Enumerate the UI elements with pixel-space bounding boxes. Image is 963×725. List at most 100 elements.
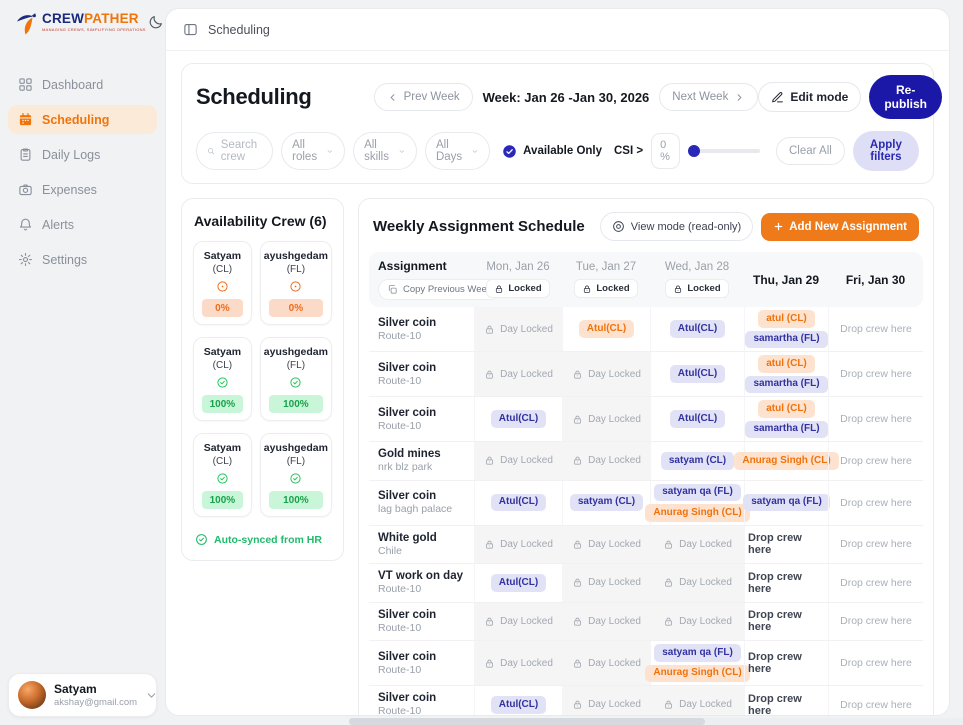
sidebar-toggle-icon[interactable]: [183, 22, 198, 37]
sidebar-item-expenses[interactable]: Expenses: [8, 175, 157, 204]
assignment-day-cell[interactable]: satyam qa (FL) Anurag Singh (CL): [645, 480, 750, 525]
sidebar-item-scheduling[interactable]: Scheduling: [8, 105, 157, 134]
apply-filters-button[interactable]: Apply filters: [852, 131, 919, 171]
assignment-day-cell[interactable]: atul (CL) samartha (FL): [744, 307, 828, 351]
assignment-day-cell[interactable]: Atul(CL): [474, 480, 562, 525]
csi-slider[interactable]: [687, 145, 760, 157]
sidebar-item-settings[interactable]: Settings: [8, 245, 157, 274]
crew-chip[interactable]: satyam qa (FL): [654, 644, 741, 662]
drop-zone-cell[interactable]: Drop crew here: [828, 686, 923, 715]
drop-zone-cell[interactable]: Drop crew here: [828, 397, 923, 441]
day-locked-cell: Day Locked: [474, 307, 562, 351]
roles-select[interactable]: All roles: [281, 132, 346, 170]
crew-chip[interactable]: atul (CL): [758, 400, 815, 418]
assignment-day-cell[interactable]: Atul(CL): [474, 397, 562, 441]
assignment-day-cell[interactable]: Atul(CL): [474, 686, 562, 715]
crew-chip[interactable]: Atul(CL): [669, 410, 726, 428]
drop-zone-cell[interactable]: Drop crew here: [744, 564, 828, 602]
horizontal-scrollbar[interactable]: [349, 718, 963, 725]
copy-previous-week-button[interactable]: Copy Previous Week: [378, 279, 501, 300]
crew-chip[interactable]: atul (CL): [758, 310, 815, 328]
crew-chip[interactable]: Atul(CL): [669, 320, 726, 338]
sidebar-item-alerts[interactable]: Alerts: [8, 210, 157, 239]
drop-zone-cell[interactable]: Drop crew here: [828, 602, 923, 640]
days-select[interactable]: All Days: [424, 132, 491, 170]
drop-zone-cell[interactable]: Drop crew here: [828, 525, 923, 563]
add-new-assignment-button[interactable]: Add New Assignment: [761, 212, 919, 241]
drop-zone-cell[interactable]: Drop crew here: [828, 352, 923, 396]
day-locked-cell: Day Locked: [474, 602, 562, 640]
crew-chip[interactable]: Atul(CL): [490, 696, 547, 714]
assignment-day-cell[interactable]: satyam (CL): [562, 480, 650, 525]
crew-chip[interactable]: samartha (FL): [745, 420, 828, 438]
avatar: [18, 681, 46, 709]
drop-zone-cell[interactable]: Drop crew here: [828, 442, 923, 480]
crew-chip[interactable]: Atul(CL): [578, 320, 635, 338]
crew-card[interactable]: ayushgedam (FL) 0%: [259, 241, 332, 325]
drop-zone-cell[interactable]: Drop crew here: [828, 564, 923, 602]
assignment-day-cell[interactable]: satyam qa (FL) Anurag Singh (CL): [645, 641, 750, 685]
drop-zone-cell[interactable]: Drop crew here: [744, 641, 828, 685]
drop-zone-cell[interactable]: Drop crew here: [828, 480, 923, 525]
republish-button[interactable]: Re-publish: [869, 75, 942, 119]
crew-chip[interactable]: Anurag Singh (CL): [734, 452, 839, 470]
drop-zone-cell[interactable]: Drop crew here: [744, 686, 828, 715]
drop-zone-cell[interactable]: Drop crew here: [744, 525, 828, 563]
search-input[interactable]: Search crew: [196, 132, 274, 170]
sidebar-item-daily-logs[interactable]: Daily Logs: [8, 140, 157, 169]
crew-card[interactable]: ayushgedam (FL) 100%: [259, 337, 332, 421]
assignment-day-cell[interactable]: atul (CL) samartha (FL): [744, 397, 828, 441]
crew-chip[interactable]: Atul(CL): [490, 574, 547, 592]
edit-mode-button[interactable]: Edit mode: [758, 82, 862, 112]
sidebar-item-dashboard[interactable]: Dashboard: [8, 70, 157, 99]
assignment-day-cell[interactable]: atul (CL) samartha (FL): [744, 352, 828, 396]
assignment-day-cell[interactable]: Atul(CL): [650, 307, 744, 351]
crew-chip[interactable]: samartha (FL): [745, 375, 828, 393]
scrollbar-thumb[interactable]: [349, 718, 706, 725]
drop-zone-cell[interactable]: Drop crew here: [828, 641, 923, 685]
drop-zone-cell[interactable]: Drop crew here: [828, 307, 923, 351]
view-mode-button[interactable]: View mode (read-only): [599, 212, 754, 241]
prev-week-button[interactable]: Prev Week: [373, 83, 473, 111]
sidebar: CREWPATHER MANAGING CREWS, SIMPLIFYING O…: [0, 0, 165, 725]
drop-zone-cell[interactable]: Drop crew here: [744, 602, 828, 640]
crew-chip[interactable]: Atul(CL): [669, 365, 726, 383]
assignment-cell: Silver coin Route-10: [378, 361, 437, 387]
availability-percent-badge: 100%: [268, 395, 323, 413]
assignment-day-cell[interactable]: Atul(CL): [650, 397, 744, 441]
crew-card[interactable]: Satyam (CL) 100%: [193, 433, 252, 517]
crew-chip[interactable]: atul (CL): [758, 355, 815, 373]
day-locked-toggle[interactable]: Locked: [574, 279, 638, 298]
crew-chip[interactable]: Atul(CL): [490, 493, 547, 512]
assignment-day-cell[interactable]: Atul(CL): [474, 564, 562, 602]
assignment-day-cell[interactable]: Atul(CL): [650, 352, 744, 396]
assignment-day-cell[interactable]: Anurag Singh (CL): [734, 442, 839, 480]
dark-mode-toggle[interactable]: [146, 12, 166, 32]
user-menu[interactable]: Satyam akshay@gmail.com: [8, 673, 157, 717]
assignment-day-cell[interactable]: Atul(CL): [562, 307, 650, 351]
next-week-button[interactable]: Next Week: [659, 83, 759, 111]
crew-chip[interactable]: satyam qa (FL): [654, 483, 741, 501]
crew-chip[interactable]: Anurag Singh (CL): [645, 664, 750, 682]
crew-chip[interactable]: satyam qa (FL): [743, 493, 830, 512]
assignment-day-cell[interactable]: satyam qa (FL): [743, 480, 830, 525]
available-only-checkbox[interactable]: Available Only: [502, 144, 602, 159]
day-column-header: Tue, Jan 27 Locked: [562, 252, 650, 307]
crew-chip[interactable]: samartha (FL): [745, 330, 828, 348]
day-locked-toggle[interactable]: Locked: [486, 279, 550, 298]
crew-chip[interactable]: satyam (CL): [569, 493, 644, 512]
assignment-day-cell[interactable]: satyam (CL): [650, 442, 744, 480]
day-locked-toggle[interactable]: Locked: [665, 279, 729, 298]
skills-select[interactable]: All skills: [353, 132, 417, 170]
csi-value-input[interactable]: 0 %: [651, 133, 680, 169]
crew-chip[interactable]: Atul(CL): [490, 410, 547, 428]
crew-card[interactable]: ayushgedam (FL) 100%: [259, 433, 332, 517]
crew-chip[interactable]: satyam (CL): [660, 452, 735, 470]
crew-card[interactable]: Satyam (CL) 100%: [193, 337, 252, 421]
table-row: Silver coin Route-10 Day Locked Day Locked A…: [369, 352, 923, 397]
crew-chip[interactable]: Anurag Singh (CL): [645, 504, 750, 522]
csi-slider-knob[interactable]: [687, 145, 700, 157]
clear-all-button[interactable]: Clear All: [775, 137, 845, 165]
crew-card[interactable]: Satyam (CL) 0%: [193, 241, 252, 325]
chevron-down-icon[interactable]: [145, 689, 158, 702]
